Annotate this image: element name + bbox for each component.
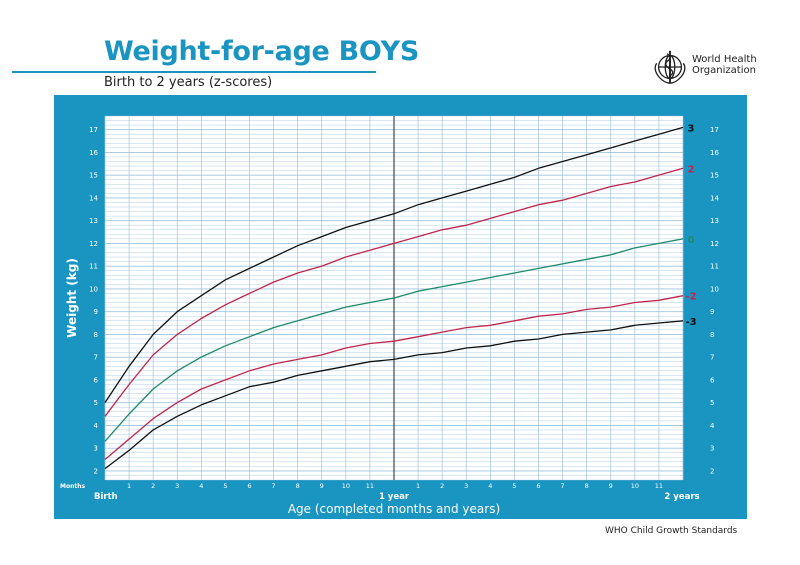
grid-lines — [104, 115, 684, 481]
x-tick-label: 1 year — [379, 492, 410, 502]
x-tick-label: 7 — [561, 482, 565, 490]
y-tick-label-left: 14 — [89, 194, 98, 202]
y-tick-label-right: 16 — [710, 149, 719, 157]
y-tick-label-right: 13 — [710, 217, 719, 225]
y-tick-label-left: 16 — [89, 149, 98, 157]
x-tick-label: 7 — [272, 482, 276, 490]
x-tick-label: 11 — [366, 482, 374, 490]
x-tick-label: 5 — [512, 482, 516, 490]
x-tick-label: 4 — [199, 482, 203, 490]
x-tick-label: 3 — [464, 482, 468, 490]
footer-caption: WHO Child Growth Standards — [605, 526, 738, 536]
y-tick-label-left: 4 — [94, 422, 99, 430]
title-underline — [12, 71, 376, 73]
series-line-z0 — [104, 238, 684, 442]
series-layer — [104, 126, 684, 470]
x-axis-caption: Months — [60, 483, 86, 490]
org-name: World Health Organization — [692, 54, 757, 76]
series-label: -2 — [685, 292, 696, 303]
y-tick-label-left: 3 — [94, 445, 98, 453]
x-tick-label: 1 — [127, 482, 131, 490]
y-tick-label-left: 15 — [89, 172, 98, 180]
y-tick-label-right: 10 — [710, 285, 719, 293]
x-tick-label: 6 — [247, 482, 251, 490]
series-line-z2 — [104, 167, 684, 417]
x-tick-label: 2 years — [664, 492, 699, 502]
page-title: Weight-for-age BOYS — [104, 36, 419, 67]
x-tick-label: 10 — [342, 482, 350, 490]
y-tick-label-left: 5 — [94, 399, 98, 407]
y-tick-label-right: 3 — [710, 445, 714, 453]
y-tick-label-right: 15 — [710, 172, 719, 180]
y-tick-label-left: 9 — [94, 308, 98, 316]
x-tick-label: 2 — [151, 482, 155, 490]
x-tick-label: 9 — [320, 482, 324, 490]
y-tick-label-right: 6 — [710, 376, 715, 384]
x-tick-label: 1 — [416, 482, 420, 490]
x-tick-label: 11 — [655, 482, 663, 490]
y-tick-label-left: 6 — [94, 376, 99, 384]
y-tick-label-right: 11 — [710, 263, 719, 271]
page-subtitle: Birth to 2 years (z-scores) — [104, 75, 273, 90]
y-tick-label-left: 2 — [94, 467, 98, 475]
series-label: 0 — [688, 235, 695, 246]
series-line-z3 — [104, 126, 684, 403]
y-axis-title: Weight (kg) — [65, 258, 79, 338]
y-tick-label-left: 12 — [89, 240, 98, 248]
y-tick-label-right: 8 — [710, 331, 714, 339]
y-tick-label-left: 7 — [94, 354, 98, 362]
x-axis-title: Age (completed months and years) — [288, 502, 500, 516]
y-tick-label-left: 8 — [94, 331, 98, 339]
x-tick-label: 5 — [223, 482, 227, 490]
y-tick-label-left: 13 — [89, 217, 98, 225]
x-tick-label: Birth — [94, 492, 118, 502]
x-tick-label: 4 — [488, 482, 492, 490]
x-tick-label: 2 — [440, 482, 444, 490]
y-tick-label-right: 2 — [710, 467, 714, 475]
y-tick-label-right: 5 — [710, 399, 714, 407]
series-labels: 3 2 0 -2 -3 — [685, 123, 696, 327]
who-emblem-icon — [654, 50, 686, 84]
series-label: 2 — [688, 164, 695, 175]
x-tick-label: 10 — [631, 482, 639, 490]
y-tick-label-right: 14 — [710, 194, 719, 202]
y-tick-label-left: 11 — [89, 263, 98, 271]
x-tick-label: 9 — [609, 482, 613, 490]
y-tick-label-left: 17 — [89, 126, 98, 134]
y-tick-label-right: 9 — [710, 308, 714, 316]
series-line-zminus3 — [104, 320, 684, 470]
series-label: -3 — [685, 317, 696, 328]
x-tick-label: 8 — [296, 482, 300, 490]
series-line-zminus2 — [104, 295, 684, 460]
y-tick-label-left: 10 — [89, 285, 98, 293]
x-tick-label: 3 — [175, 482, 179, 490]
y-tick-label-right: 17 — [710, 126, 719, 134]
y-tick-label-right: 4 — [710, 422, 715, 430]
x-tick-label: 6 — [536, 482, 540, 490]
x-tick-label: 8 — [585, 482, 589, 490]
series-label: 3 — [688, 123, 695, 134]
y-tick-label-right: 7 — [710, 354, 714, 362]
y-tick-label-right: 12 — [710, 240, 719, 248]
